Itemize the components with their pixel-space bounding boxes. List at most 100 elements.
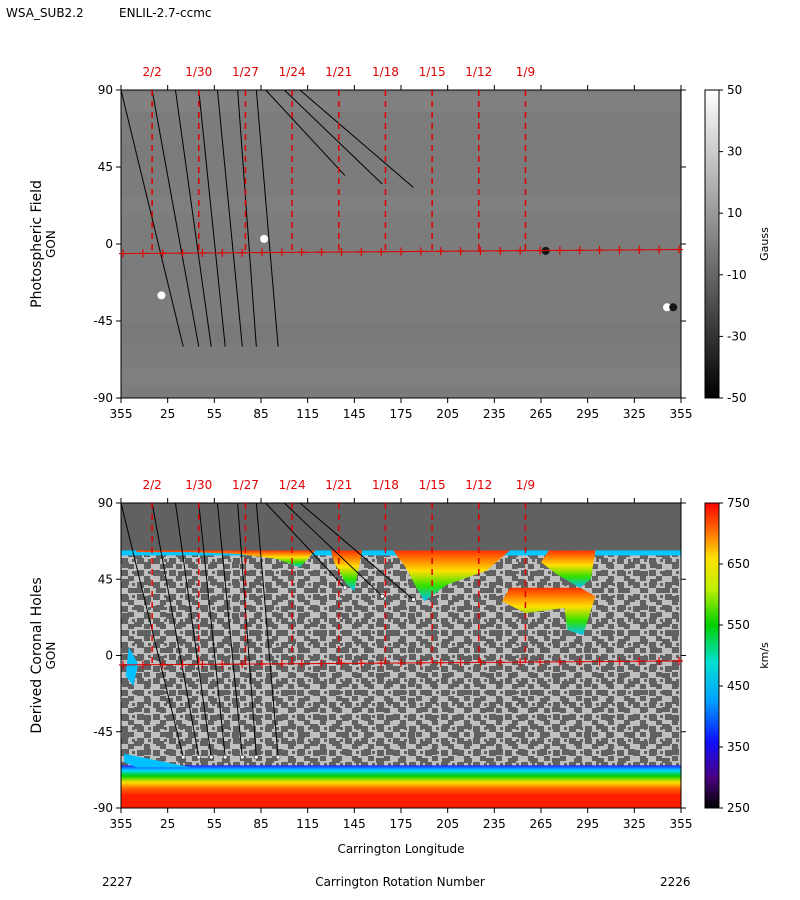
photospheric-panel: 2/2 1/30 1/27 1/24 1/21 1/18 1/15 1/12 1/9 90 45 0 -…: [29, 65, 771, 421]
x-tick-label: 115: [296, 407, 319, 421]
y-tick-label: 45: [98, 572, 113, 586]
trajectory-line: [151, 502, 200, 758]
trajectory-line: [151, 89, 200, 347]
equator-marker: [675, 245, 683, 254]
equator-marker: [595, 246, 604, 255]
date-label: 1/30: [185, 478, 212, 492]
north-polar-region: [121, 503, 681, 551]
coronal_holes-panel: 2/2 1/30 1/27 1/24 1/21 1/18 1/15 1/12 1/990450-…: [29, 478, 771, 856]
colorbar-tick-label: 30: [727, 145, 742, 159]
rotation-number-left: 2227: [102, 875, 133, 889]
equator-marker: [496, 246, 505, 255]
trajectory-line: [255, 89, 279, 347]
equator-marker: [416, 247, 425, 256]
x-tick-label: 325: [623, 817, 646, 831]
equator-marker: [317, 248, 326, 257]
magnetic-spot: [157, 291, 166, 300]
equator-marker: [337, 659, 346, 668]
y-tick-label: 0: [105, 237, 113, 251]
x-tick-label: 55: [207, 817, 222, 831]
equator-marker: [119, 660, 127, 669]
equator-marker: [297, 248, 306, 257]
field-band: [121, 264, 681, 284]
equator-marker: [238, 248, 247, 257]
trajectory-footpoint: [240, 754, 245, 760]
x-tick-label: 355: [670, 407, 693, 421]
trajectory-footpoint: [180, 754, 186, 760]
field-band: [121, 324, 681, 343]
equator-marker: [555, 246, 564, 255]
date-label: 2/2: [142, 478, 161, 492]
colorbar-tick-label: 10: [727, 206, 742, 220]
equator-marker: [277, 659, 286, 668]
y-tick-label: -45: [93, 314, 113, 328]
x-axis-title: Carrington Longitude: [337, 842, 464, 856]
south-hole-tongue: [124, 753, 191, 768]
equator-marker: [635, 657, 644, 666]
x-tick-label: 25: [160, 817, 175, 831]
date-label: 1/24: [279, 478, 306, 492]
equator-marker: [158, 249, 167, 258]
trajectory-footpoint: [411, 597, 416, 602]
x-tick-label: 145: [343, 817, 366, 831]
equator-marker: [357, 659, 366, 668]
x-tick-label: 355: [670, 817, 693, 831]
colorbar: [704, 502, 720, 809]
equator-marker: [158, 660, 167, 669]
equator-marker: [218, 660, 227, 669]
equator-marker: [575, 657, 584, 666]
trajectory-line: [265, 502, 346, 589]
trajectory-footpoint: [222, 754, 228, 760]
y-axis-subtitle: GON: [44, 230, 58, 258]
equatorial-hole-fragment: [125, 647, 139, 686]
x-tick-label: 145: [343, 407, 366, 421]
x-tick-label: 295: [576, 407, 599, 421]
date-label: 1/15: [419, 65, 446, 79]
equator-marker: [476, 246, 485, 255]
equator-marker: [397, 658, 405, 667]
trajectory-line: [265, 89, 346, 176]
colorbar-title: Gauss: [758, 227, 771, 261]
date-label: 2/2: [142, 65, 161, 79]
date-label: 1/18: [372, 478, 399, 492]
date-label: 1/21: [325, 65, 352, 79]
rotation-axis-title: Carrington Rotation Number: [315, 875, 485, 889]
equator-marker: [615, 657, 624, 666]
colorbar-tick-label: -30: [727, 329, 747, 343]
south-coronal-hole: [121, 765, 681, 808]
model-label: WSA_SUB2.2: [6, 6, 84, 20]
y-tick-label: 0: [105, 649, 113, 663]
y-axis-subtitle: GON: [44, 642, 58, 670]
x-tick-label: 85: [253, 407, 268, 421]
trajectory-line: [216, 502, 243, 758]
date-label: 1/18: [372, 65, 399, 79]
field-background: [121, 90, 681, 398]
x-tick-label: 265: [530, 407, 553, 421]
equator-marker: [655, 245, 664, 254]
x-tick-label: 115: [296, 817, 319, 831]
y-tick-label: -90: [93, 391, 113, 405]
equator-marker: [198, 248, 207, 257]
colorbar-tick-label: -10: [727, 268, 747, 282]
trajectory-line: [216, 89, 243, 347]
x-tick-label: 235: [483, 407, 506, 421]
x-tick-label: 25: [160, 407, 175, 421]
trajectory-footpoint: [208, 754, 214, 760]
x-tick-label: 235: [483, 817, 506, 831]
equator-marker: [635, 245, 644, 254]
equator-marker: [655, 657, 664, 666]
date-label: 1/21: [325, 478, 352, 492]
magnetic-spot: [663, 303, 671, 312]
equator-marker: [337, 247, 346, 256]
equator-marker: [416, 658, 425, 667]
colorbar-tick-label: 750: [727, 496, 750, 510]
trajectory-line: [120, 502, 184, 758]
equator-marker: [218, 248, 227, 257]
colorbar-tick-label: 550: [727, 618, 750, 632]
equator-marker: [675, 656, 683, 665]
equator-marker: [178, 660, 187, 669]
x-tick-label: 175: [390, 407, 413, 421]
colorbar-tick-label: 650: [727, 557, 750, 571]
equator-marker: [198, 660, 207, 669]
x-tick-label: 175: [390, 817, 413, 831]
